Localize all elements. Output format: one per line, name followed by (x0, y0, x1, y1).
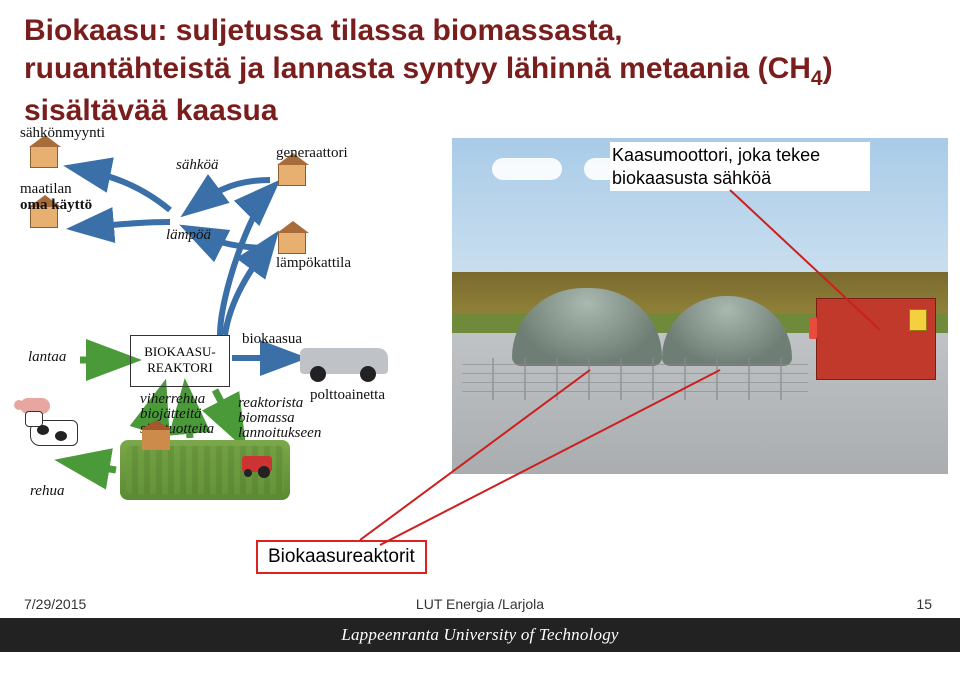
tractor-icon (242, 456, 272, 472)
callout-reactors-text: Biokaasureaktorit (268, 546, 415, 567)
label-oma-kaytto: oma käyttö (20, 198, 92, 214)
label-rehua: rehua (30, 484, 64, 500)
warning-panel-icon (909, 309, 927, 331)
label-lampokattila: lämpökattila (276, 256, 351, 272)
footer-bar: Lappeenranta University of Technology (0, 618, 960, 652)
title-line2-pre: ruuantähteistä ja lannasta syntyy lähinn… (24, 52, 811, 85)
label-lampoa: lämpöä (166, 228, 211, 244)
field-icon (120, 440, 290, 500)
label-sahkoa: sähköä (176, 158, 219, 174)
photo-fence (462, 358, 808, 400)
label-polttoainetta: polttoainetta (310, 388, 385, 404)
biogas-flow-diagram: sähkönmyynti maatilan oma käyttö sähköä … (20, 140, 440, 520)
label-maatilan: maatilan (20, 182, 72, 198)
boiler-icon (278, 232, 306, 254)
label-biokaasua: biokaasua (242, 332, 302, 348)
generator-icon (278, 164, 306, 186)
reactor-line1: BIOKAASU- (131, 344, 229, 360)
label-generaattori: generaattori (276, 146, 348, 162)
car-icon (300, 348, 388, 374)
callout-gas-engine-l2: biokaasusta sähköä (612, 167, 868, 190)
footer-page: 15 (916, 596, 932, 612)
extinguisher-icon (809, 317, 817, 339)
footer-center: LUT Energia /Larjola (0, 596, 960, 612)
barn-icon (142, 430, 170, 450)
reactor-line2: REAKTORI (131, 360, 229, 376)
cow-icon (30, 420, 78, 446)
footer-bar-text: Lappeenranta University of Technology (341, 625, 618, 645)
label-sahkonmyynti: sähkönmyynti (20, 126, 105, 142)
callout-reactors: Biokaasureaktorit (256, 540, 427, 574)
house-icon (30, 146, 58, 168)
slide-title: Biokaasu: suljetussa tilassa biomassasta… (24, 12, 936, 129)
label-lantaa: lantaa (28, 350, 66, 366)
gas-engine-container (816, 298, 936, 380)
reactor-box: BIOKAASU- REAKTORI (130, 335, 230, 387)
title-line1: Biokaasu: suljetussa tilassa biomassasta… (24, 14, 623, 47)
title-sub: 4 (811, 67, 823, 90)
slide: Biokaasu: suljetussa tilassa biomassasta… (0, 0, 960, 674)
callout-gas-engine-l1: Kaasumoottori, joka tekee (612, 144, 868, 167)
callout-gas-engine: Kaasumoottori, joka tekee biokaasusta sä… (610, 142, 870, 191)
